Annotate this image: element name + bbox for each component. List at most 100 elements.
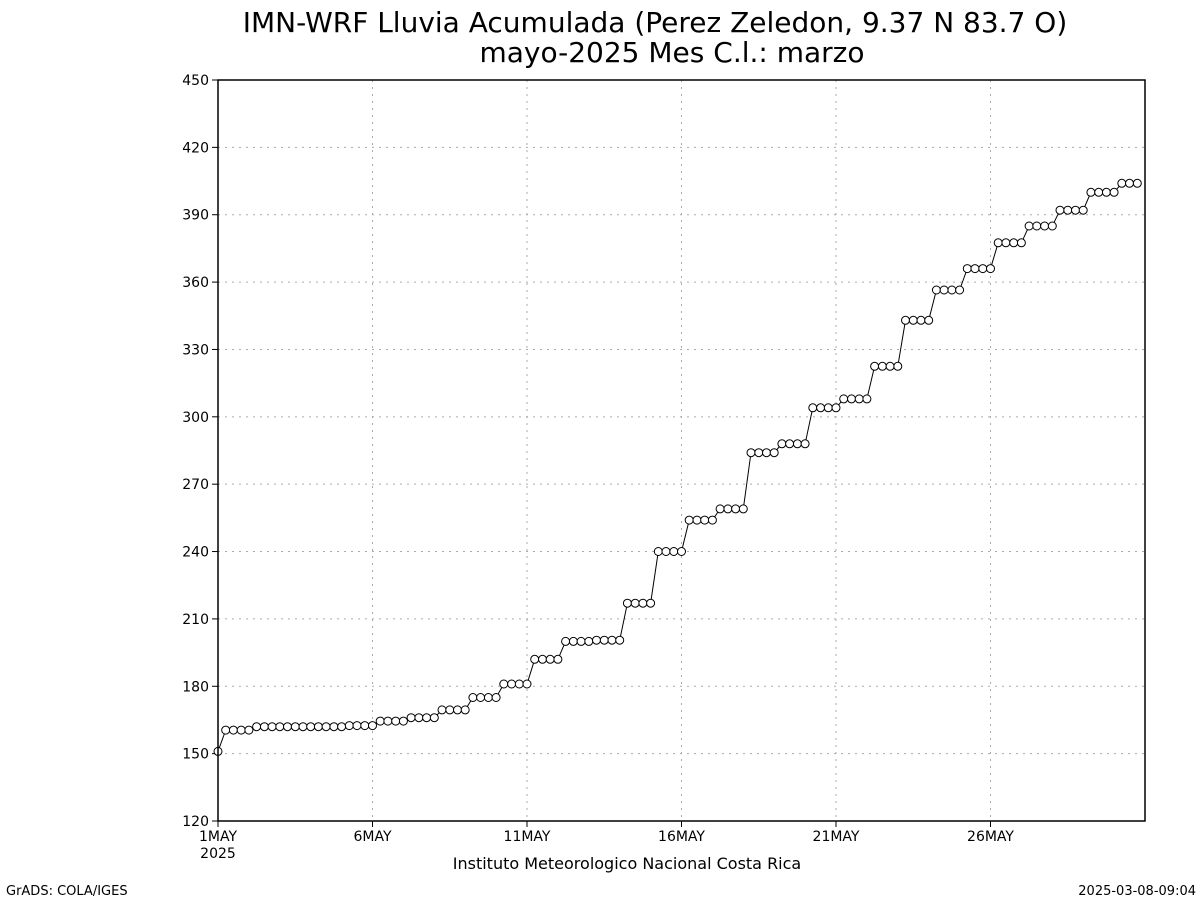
y-tick-label: 450 — [182, 73, 209, 89]
data-point — [437, 705, 447, 715]
data-point — [731, 504, 741, 514]
data-point — [777, 439, 787, 449]
data-point — [244, 725, 254, 735]
data-point — [352, 721, 362, 731]
data-point — [1016, 238, 1026, 248]
data-point — [669, 547, 679, 556]
data-point — [228, 725, 238, 735]
data-point — [715, 504, 725, 514]
data-point — [306, 722, 316, 732]
data-point — [592, 635, 601, 645]
y-tick-label: 150 — [182, 747, 209, 763]
data-point — [561, 636, 571, 646]
data-point — [962, 264, 972, 274]
x-tick-label: 26MAY — [967, 829, 1014, 845]
data-point — [854, 394, 864, 404]
data-point — [1071, 205, 1080, 215]
data-point — [1094, 187, 1104, 197]
data-point — [1024, 221, 1034, 231]
data-point — [939, 285, 949, 295]
data-point — [1125, 178, 1134, 188]
accumulated-rain-series — [213, 178, 1142, 756]
data-point — [221, 725, 231, 735]
data-point — [453, 705, 462, 715]
data-point — [816, 403, 826, 413]
data-point — [978, 264, 988, 274]
data-point — [769, 448, 779, 458]
data-point — [499, 679, 509, 689]
footer-right: 2025-03-08-09:04 — [1078, 884, 1196, 899]
data-point — [1001, 238, 1011, 248]
data-point — [360, 721, 370, 731]
data-point — [1063, 205, 1073, 215]
data-point — [445, 705, 455, 715]
plot-frame — [217, 79, 1146, 822]
x-tick-label: 16MAY — [658, 829, 705, 845]
data-point — [893, 361, 903, 371]
footer-left: GrADS: COLA/IGES — [6, 884, 128, 899]
data-point — [707, 515, 717, 525]
data-point — [970, 264, 980, 274]
data-point — [792, 439, 802, 449]
y-tick-label: 180 — [182, 679, 209, 695]
data-point — [1078, 205, 1088, 215]
data-point — [839, 394, 849, 404]
data-point — [476, 693, 486, 702]
data-point — [545, 654, 555, 664]
data-point — [422, 713, 432, 723]
x-tick-sublabel: 2025 — [200, 846, 236, 862]
data-point — [800, 439, 810, 449]
data-point — [491, 693, 501, 702]
data-point — [1009, 238, 1019, 248]
data-point — [615, 635, 625, 645]
data-point — [275, 722, 285, 732]
data-point — [530, 654, 540, 664]
data-point — [947, 285, 957, 295]
data-point — [955, 285, 965, 295]
data-point — [677, 547, 686, 556]
data-point — [847, 394, 856, 404]
data-point — [931, 285, 941, 295]
data-point — [1132, 178, 1142, 188]
data-point — [723, 504, 733, 514]
data-point — [638, 598, 648, 608]
data-point — [924, 315, 934, 325]
data-point — [1117, 178, 1127, 188]
data-point — [1047, 221, 1057, 231]
data-point — [283, 722, 292, 732]
data-point — [908, 315, 918, 325]
data-point — [584, 636, 594, 646]
data-point — [321, 722, 331, 732]
data-point — [576, 636, 586, 646]
data-point — [607, 635, 617, 645]
data-point — [661, 547, 671, 556]
x-tick-label: 6MAY — [353, 829, 391, 845]
data-point — [986, 264, 995, 274]
chart-subtitle: mayo-2025 Mes C.l.: marzo — [479, 36, 864, 69]
data-point — [252, 722, 262, 732]
y-tick-label: 240 — [182, 545, 209, 561]
data-point — [754, 448, 764, 458]
data-point — [831, 403, 841, 413]
data-point — [785, 439, 795, 449]
data-point — [259, 722, 269, 732]
data-point — [236, 725, 246, 735]
data-point — [870, 361, 880, 371]
data-point — [522, 679, 532, 689]
y-tick-label: 360 — [182, 275, 209, 291]
data-point — [375, 716, 385, 726]
data-point — [622, 598, 632, 608]
data-point — [368, 721, 377, 731]
data-point — [383, 716, 393, 726]
y-tick-label: 330 — [182, 342, 209, 358]
data-point — [553, 654, 563, 664]
y-tick-label: 420 — [182, 140, 209, 156]
data-point — [738, 504, 748, 514]
grid-lines — [218, 80, 1145, 821]
data-point — [538, 654, 547, 664]
y-tick-label: 390 — [182, 208, 209, 224]
data-point — [1040, 221, 1050, 231]
data-point — [313, 722, 323, 732]
